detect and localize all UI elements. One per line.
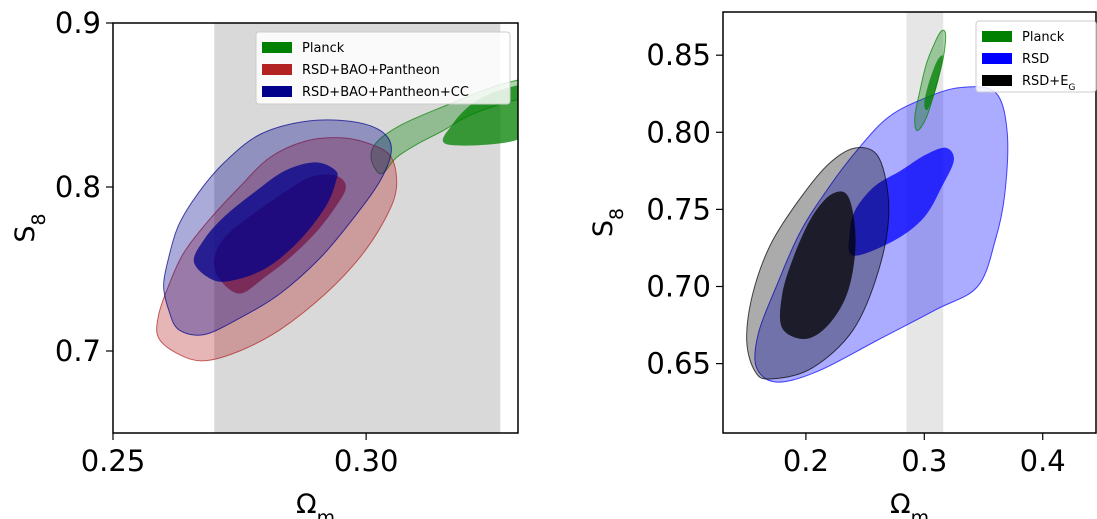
- contour-inner: [193, 162, 338, 282]
- series-2: [914, 29, 947, 132]
- x-tick-label: 0.30: [334, 444, 399, 478]
- contour-inner: [924, 55, 943, 111]
- legend: Planck RSD RSD+EG: [975, 20, 1097, 93]
- legend-swatch: [982, 31, 1012, 42]
- y-tick-label: 0.8: [55, 170, 101, 204]
- series-2: [163, 119, 392, 336]
- legend-swatch: [982, 75, 1012, 86]
- legend-label: RSD+BAO+Pantheon: [302, 63, 440, 78]
- x-tick-label: 0.3: [901, 444, 947, 478]
- axes-frame: [722, 11, 1097, 434]
- y-axis-label: S8: [10, 213, 50, 242]
- legend-swatch: [982, 53, 1012, 64]
- legend-label: RSD+EG: [1022, 74, 1075, 93]
- y-tick-label: 0.9: [55, 6, 101, 40]
- legend-box: [255, 31, 511, 105]
- y-tick-label: 0.65: [646, 347, 711, 381]
- y-tick-label: 0.80: [646, 115, 711, 149]
- x-axis-label: Ωm: [890, 489, 929, 519]
- y-axis-label: S8: [588, 208, 628, 237]
- legend-swatch: [262, 64, 292, 75]
- x-tick-label: 0.4: [1020, 444, 1066, 478]
- legend-label: Planck: [302, 41, 345, 56]
- chart-panel-1: 0.25 0.30 0.7 0.8 0.9 Ωm S8 Planck RSD+BAO+Panth…: [10, 6, 519, 519]
- contour-inner: [779, 191, 856, 339]
- legend-swatch: [262, 42, 292, 53]
- legend: Planck RSD+BAO+Pantheon RSD+BAO+Pantheon+C…: [255, 31, 511, 105]
- x-tick-label: 0.25: [81, 444, 146, 478]
- legend-label: Planck: [1022, 30, 1065, 45]
- legend-swatch: [262, 86, 292, 97]
- y-tick-label: 0.7: [55, 334, 101, 368]
- y-tick-label: 0.85: [646, 38, 711, 72]
- legend-label: RSD: [1022, 52, 1049, 67]
- y-tick-label: 0.75: [646, 192, 711, 226]
- legend-label: RSD+BAO+Pantheon+CC: [302, 85, 469, 100]
- series-1: [746, 147, 890, 380]
- x-axis-label: Ωm: [296, 489, 335, 519]
- axes-frame: [112, 22, 519, 434]
- x-tick-label: 0.2: [783, 444, 829, 478]
- contour-inner: [848, 147, 954, 256]
- chart-panel-2: 0.2 0.3 0.4 0.65 0.70 0.75 0.80 0.85 Ωm S8 Planck R…: [588, 11, 1097, 519]
- y-tick-label: 0.70: [646, 269, 711, 303]
- plot-area: [746, 12, 1009, 433]
